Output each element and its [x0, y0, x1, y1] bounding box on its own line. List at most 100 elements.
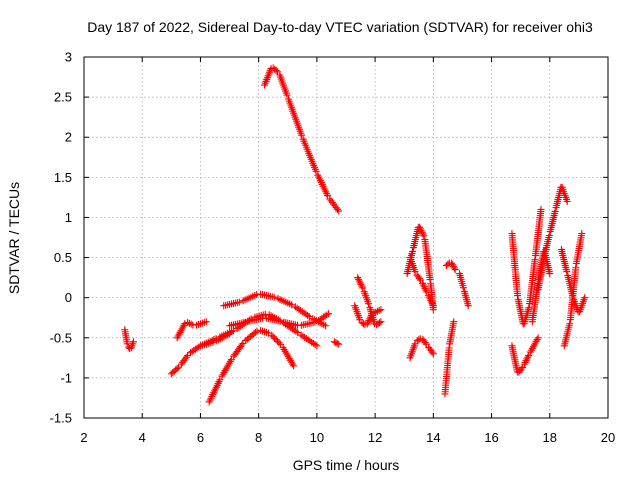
series-arc-9 [330, 338, 343, 348]
data-point [451, 266, 459, 274]
data-point [363, 320, 371, 328]
data-point [527, 346, 535, 354]
data-point [365, 317, 373, 325]
data-point [429, 350, 437, 358]
data-point [427, 297, 435, 305]
data-point [459, 284, 467, 292]
data-point [375, 319, 383, 327]
x-tick-label: 4 [139, 430, 146, 445]
data-point [178, 325, 186, 333]
data-point [356, 279, 364, 287]
data-point [551, 207, 559, 215]
data-point [129, 338, 137, 346]
data-point [563, 268, 571, 276]
data-point [292, 327, 300, 335]
series-arc-21 [528, 248, 554, 326]
data-point [241, 318, 249, 326]
data-point [251, 328, 259, 336]
data-point [180, 321, 188, 329]
data-point [182, 353, 190, 361]
data-point [311, 341, 319, 349]
series-arc-10 [354, 274, 385, 329]
y-tick-label: 2 [65, 130, 72, 145]
data-point [429, 300, 437, 308]
data-point [354, 275, 362, 283]
data-point [448, 259, 456, 267]
data-point [177, 327, 185, 335]
data-point [375, 307, 383, 315]
x-tick-label: 16 [484, 430, 498, 445]
data-point [373, 307, 381, 315]
data-point [271, 334, 279, 342]
data-point [522, 357, 530, 365]
x-tick-label: 12 [368, 430, 382, 445]
series-arc-16 [442, 259, 459, 274]
data-point [514, 292, 522, 300]
data-point [428, 348, 436, 356]
series-arc-14 [406, 335, 437, 362]
x-tick-label: 20 [601, 430, 615, 445]
y-tick-label: -1.5 [50, 411, 72, 426]
data-point [322, 322, 330, 330]
data-point [173, 365, 181, 373]
data-point [428, 298, 436, 306]
data-point [372, 308, 380, 316]
y-tick-label: 1 [65, 210, 72, 225]
x-tick-labels: 2 4 6 8 10 12 14 16 18 20 [80, 430, 615, 445]
data-point [526, 348, 534, 356]
data-point [417, 227, 425, 235]
data-point [525, 304, 533, 312]
x-tick-label: 6 [197, 430, 204, 445]
grid-lines [84, 57, 608, 418]
data-point [563, 197, 571, 205]
series-arc-1 [121, 326, 137, 352]
y-tick-label: -0.5 [50, 330, 72, 345]
x-tick-label: 14 [426, 430, 440, 445]
data-point [333, 339, 341, 347]
data-point [354, 274, 362, 282]
data-point [572, 264, 580, 272]
data-point [272, 336, 280, 344]
data-point [176, 328, 184, 336]
data-point [175, 330, 183, 338]
series-arc-19 [508, 334, 542, 376]
data-point [464, 302, 472, 310]
axis-ticks [83, 56, 609, 419]
data-point [416, 225, 424, 233]
data-point [323, 311, 331, 319]
data-point [524, 353, 532, 361]
data-point [195, 343, 203, 351]
data-point [450, 264, 458, 272]
data-point [420, 232, 428, 240]
data-point [275, 339, 283, 347]
x-tick-label: 8 [255, 430, 262, 445]
data-point [216, 376, 224, 384]
data-point [313, 342, 321, 350]
data-point [426, 295, 434, 303]
data-point [268, 331, 276, 339]
data-point [423, 288, 431, 296]
data-point [325, 310, 333, 318]
data-point [270, 293, 278, 301]
data-point [450, 318, 458, 326]
data-point [274, 337, 282, 345]
data-point [530, 341, 538, 349]
data-point [525, 352, 533, 360]
data-points [121, 64, 589, 406]
data-point [305, 313, 313, 321]
y-tick-label: 2.5 [54, 90, 72, 105]
data-point [355, 277, 363, 285]
data-point [411, 268, 419, 276]
data-point [532, 337, 540, 345]
data-point [581, 294, 589, 302]
y-tick-label: 0 [65, 290, 72, 305]
series-arc-22 [557, 246, 589, 316]
data-point [419, 279, 427, 287]
data-point [364, 318, 372, 326]
data-point [546, 270, 554, 278]
data-point [545, 231, 553, 239]
series-arc-3 [173, 318, 210, 342]
data-point [238, 341, 246, 349]
series-arc-13 [406, 254, 437, 310]
